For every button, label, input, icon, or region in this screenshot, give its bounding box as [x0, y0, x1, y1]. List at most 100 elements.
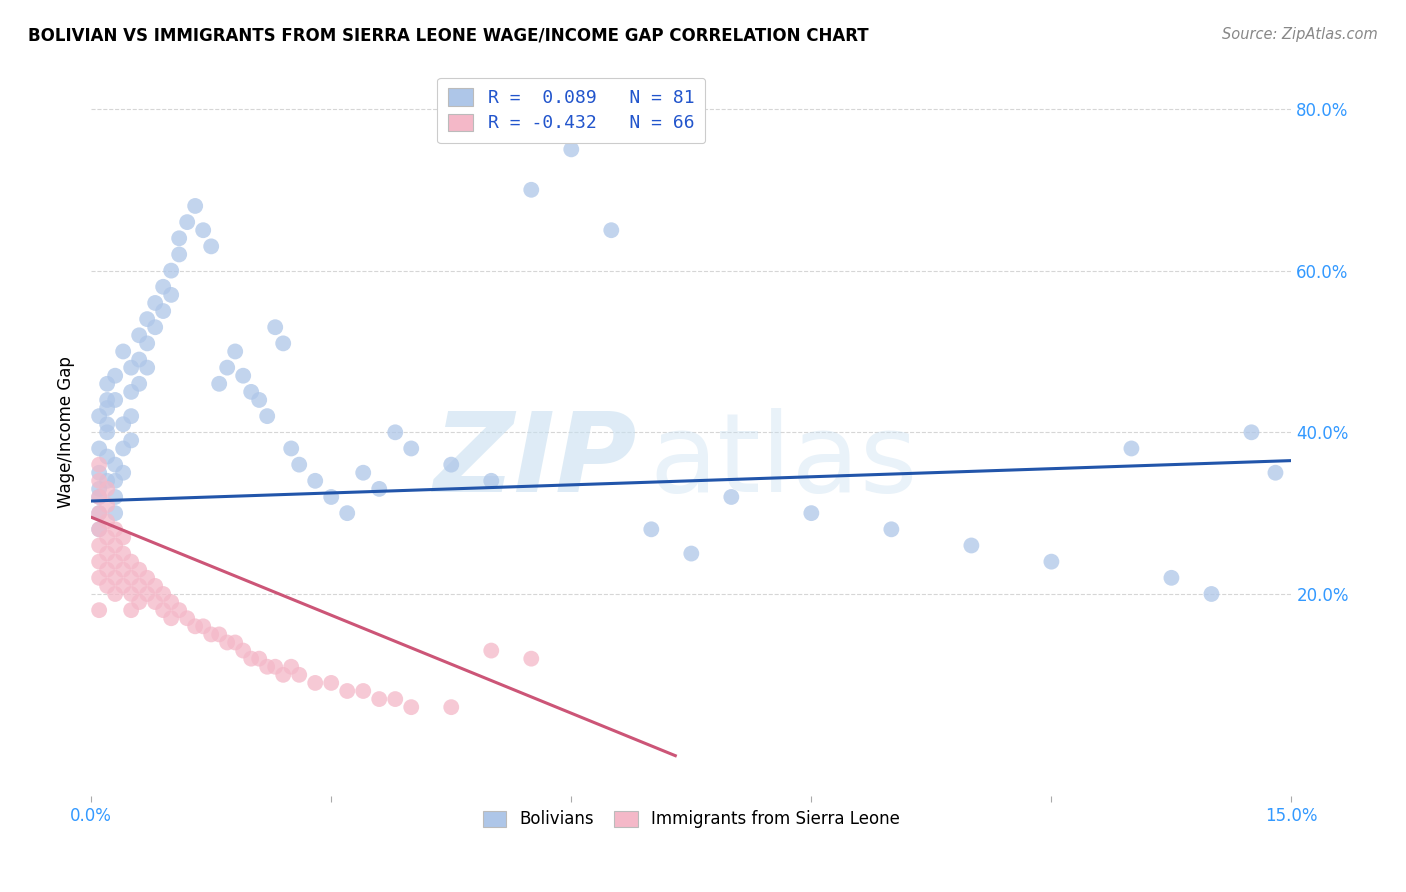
Point: [104, 506, 127, 520]
Point: [96, 417, 118, 432]
Point: [208, 627, 231, 641]
Point: [89, 571, 111, 585]
Point: [1264, 466, 1286, 480]
Point: [232, 643, 254, 657]
Point: [143, 320, 166, 334]
Point: [560, 142, 582, 156]
Point: [112, 579, 135, 593]
Point: [208, 376, 231, 391]
Point: [1201, 587, 1223, 601]
Point: [368, 692, 391, 706]
Point: [96, 376, 118, 391]
Point: [89, 506, 111, 520]
Point: [184, 619, 207, 633]
Point: [112, 442, 135, 456]
Point: [120, 587, 142, 601]
Point: [800, 506, 823, 520]
Point: [247, 651, 270, 665]
Point: [96, 392, 118, 407]
Point: [280, 659, 302, 673]
Point: [336, 506, 359, 520]
Point: [152, 280, 174, 294]
Point: [96, 482, 118, 496]
Point: [256, 409, 278, 424]
Point: [104, 571, 127, 585]
Point: [176, 611, 198, 625]
Point: [184, 199, 207, 213]
Point: [136, 587, 159, 601]
Point: [167, 247, 190, 261]
Point: [640, 522, 662, 536]
Point: [224, 635, 246, 649]
Point: [104, 474, 127, 488]
Point: [288, 668, 311, 682]
Point: [120, 384, 142, 399]
Point: [193, 619, 215, 633]
Point: [256, 659, 278, 673]
Point: [136, 312, 159, 326]
Point: [176, 215, 198, 229]
Point: [200, 239, 222, 253]
Point: [152, 587, 174, 601]
Point: [89, 539, 111, 553]
Point: [143, 595, 166, 609]
Point: [112, 466, 135, 480]
Point: [304, 474, 326, 488]
Point: [217, 360, 239, 375]
Point: [112, 563, 135, 577]
Point: [128, 579, 150, 593]
Point: [336, 684, 359, 698]
Point: [160, 263, 183, 277]
Point: [96, 563, 118, 577]
Point: [321, 490, 343, 504]
Point: [120, 603, 142, 617]
Point: [240, 384, 263, 399]
Point: [89, 442, 111, 456]
Point: [399, 442, 422, 456]
Point: [89, 603, 111, 617]
Point: [143, 579, 166, 593]
Point: [232, 368, 254, 383]
Text: atlas: atlas: [650, 408, 918, 515]
Point: [128, 595, 150, 609]
Point: [89, 522, 111, 536]
Point: [479, 474, 502, 488]
Point: [120, 409, 142, 424]
Point: [152, 603, 174, 617]
Point: [89, 555, 111, 569]
Y-axis label: Wage/Income Gap: Wage/Income Gap: [58, 357, 75, 508]
Point: [89, 474, 111, 488]
Point: [440, 700, 463, 714]
Point: [120, 555, 142, 569]
Point: [89, 522, 111, 536]
Point: [89, 482, 111, 496]
Point: [520, 183, 543, 197]
Point: [280, 442, 302, 456]
Point: [160, 611, 183, 625]
Point: [200, 627, 222, 641]
Point: [89, 490, 111, 504]
Point: [1160, 571, 1182, 585]
Point: [96, 425, 118, 440]
Point: [217, 635, 239, 649]
Point: [288, 458, 311, 472]
Point: [104, 490, 127, 504]
Text: BOLIVIAN VS IMMIGRANTS FROM SIERRA LEONE WAGE/INCOME GAP CORRELATION CHART: BOLIVIAN VS IMMIGRANTS FROM SIERRA LEONE…: [28, 27, 869, 45]
Point: [264, 659, 287, 673]
Point: [368, 482, 391, 496]
Point: [112, 547, 135, 561]
Point: [960, 539, 983, 553]
Point: [96, 401, 118, 415]
Point: [96, 498, 118, 512]
Point: [271, 336, 294, 351]
Point: [120, 360, 142, 375]
Point: [104, 587, 127, 601]
Point: [96, 474, 118, 488]
Point: [143, 296, 166, 310]
Point: [89, 506, 111, 520]
Point: [160, 288, 183, 302]
Point: [681, 547, 703, 561]
Point: [720, 490, 742, 504]
Point: [96, 514, 118, 528]
Point: [399, 700, 422, 714]
